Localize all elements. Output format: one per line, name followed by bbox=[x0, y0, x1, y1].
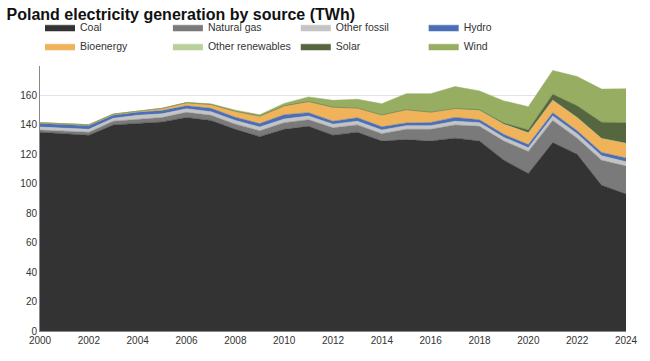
svg-text:2014: 2014 bbox=[371, 335, 394, 346]
svg-text:2016: 2016 bbox=[420, 335, 443, 346]
svg-text:160: 160 bbox=[20, 90, 37, 101]
svg-text:Natural gas: Natural gas bbox=[208, 21, 262, 33]
svg-text:100: 100 bbox=[20, 178, 37, 189]
svg-text:Hydro: Hydro bbox=[464, 21, 492, 33]
svg-text:2002: 2002 bbox=[78, 335, 101, 346]
svg-text:2018: 2018 bbox=[468, 335, 491, 346]
svg-text:Other renewables: Other renewables bbox=[208, 40, 291, 52]
svg-text:2006: 2006 bbox=[175, 335, 198, 346]
svg-text:40: 40 bbox=[26, 267, 38, 278]
svg-text:Coal: Coal bbox=[80, 21, 102, 33]
svg-text:Wind: Wind bbox=[464, 40, 488, 52]
svg-text:120: 120 bbox=[20, 149, 37, 160]
svg-text:Other fossil: Other fossil bbox=[336, 21, 389, 33]
svg-text:Solar: Solar bbox=[336, 40, 361, 52]
svg-text:2008: 2008 bbox=[224, 335, 247, 346]
svg-text:Poland electricity generation: Poland electricity generation by source … bbox=[7, 6, 356, 23]
svg-text:2012: 2012 bbox=[322, 335, 345, 346]
svg-text:Bioenergy: Bioenergy bbox=[80, 40, 128, 52]
svg-text:2004: 2004 bbox=[127, 335, 150, 346]
svg-text:2010: 2010 bbox=[273, 335, 296, 346]
svg-text:80: 80 bbox=[26, 208, 38, 219]
svg-text:20: 20 bbox=[26, 296, 38, 307]
svg-text:140: 140 bbox=[20, 119, 37, 130]
svg-text:2000: 2000 bbox=[29, 335, 52, 346]
svg-text:2020: 2020 bbox=[517, 335, 540, 346]
svg-text:60: 60 bbox=[26, 237, 38, 248]
svg-text:0: 0 bbox=[31, 326, 37, 337]
svg-text:2022: 2022 bbox=[566, 335, 589, 346]
svg-text:2024: 2024 bbox=[615, 335, 638, 346]
